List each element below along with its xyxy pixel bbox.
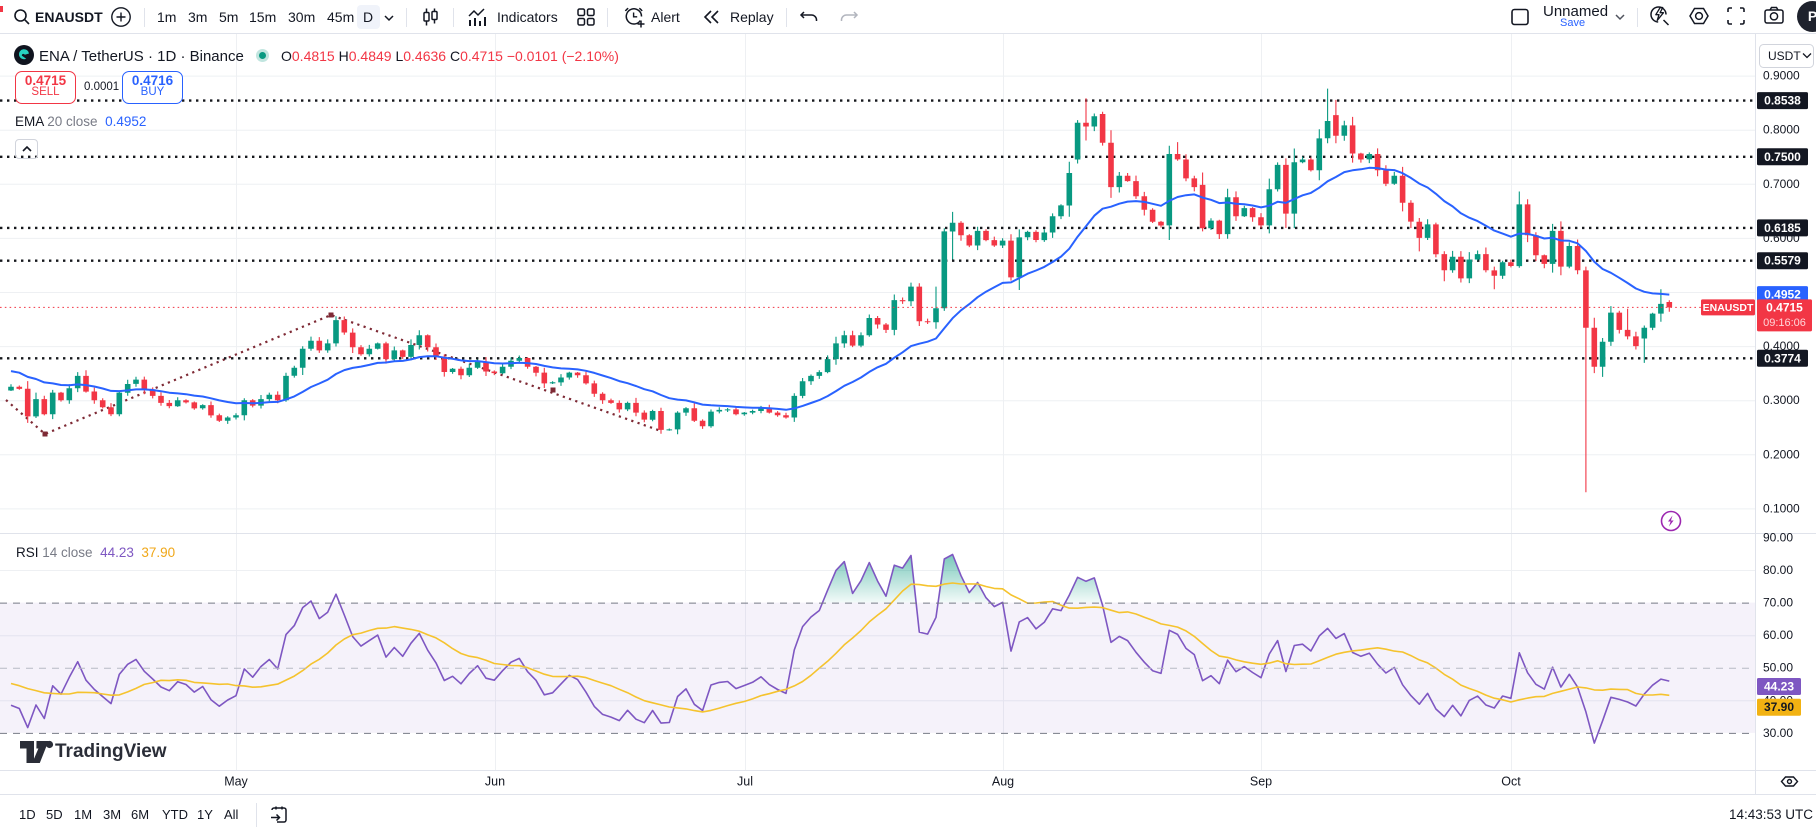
svg-text:Jun: Jun [485, 775, 505, 789]
svg-text:0.7500: 0.7500 [1764, 150, 1801, 164]
svg-text:Jul: Jul [737, 775, 753, 789]
svg-text:0.8538: 0.8538 [1764, 94, 1801, 108]
svg-text:30.00: 30.00 [1763, 726, 1793, 740]
svg-text:0.4715: 0.4715 [1766, 300, 1803, 314]
svg-text:USDT: USDT [1768, 49, 1801, 63]
svg-text:80.00: 80.00 [1763, 563, 1793, 577]
svg-text:0.9000: 0.9000 [1763, 69, 1800, 83]
svg-text:90.00: 90.00 [1763, 530, 1793, 544]
svg-text:May: May [224, 775, 248, 789]
svg-text:0.4000: 0.4000 [1763, 339, 1800, 353]
svg-text:0.4952: 0.4952 [1764, 288, 1801, 302]
svg-text:0.5579: 0.5579 [1764, 254, 1801, 268]
svg-text:60.00: 60.00 [1763, 628, 1793, 642]
svg-text:0.8000: 0.8000 [1763, 123, 1800, 137]
svg-text:Oct: Oct [1501, 775, 1521, 789]
svg-text:44.23: 44.23 [1764, 680, 1794, 694]
svg-text:50.00: 50.00 [1763, 661, 1793, 675]
svg-text:0.7000: 0.7000 [1763, 177, 1800, 191]
svg-text:0.1000: 0.1000 [1763, 501, 1800, 515]
svg-text:09:16:06: 09:16:06 [1763, 317, 1806, 329]
svg-text:0.2000: 0.2000 [1763, 447, 1800, 461]
svg-text:0.3000: 0.3000 [1763, 393, 1800, 407]
svg-text:ENAUSDT: ENAUSDT [1703, 302, 1754, 314]
svg-text:TradingView: TradingView [55, 741, 167, 762]
svg-text:0.3774: 0.3774 [1764, 351, 1801, 365]
svg-text:70.00: 70.00 [1763, 596, 1793, 610]
svg-text:37.90: 37.90 [1764, 700, 1794, 714]
svg-text:0.6185: 0.6185 [1764, 221, 1801, 235]
svg-text:Sep: Sep [1250, 775, 1272, 789]
svg-text:Aug: Aug [992, 775, 1014, 789]
